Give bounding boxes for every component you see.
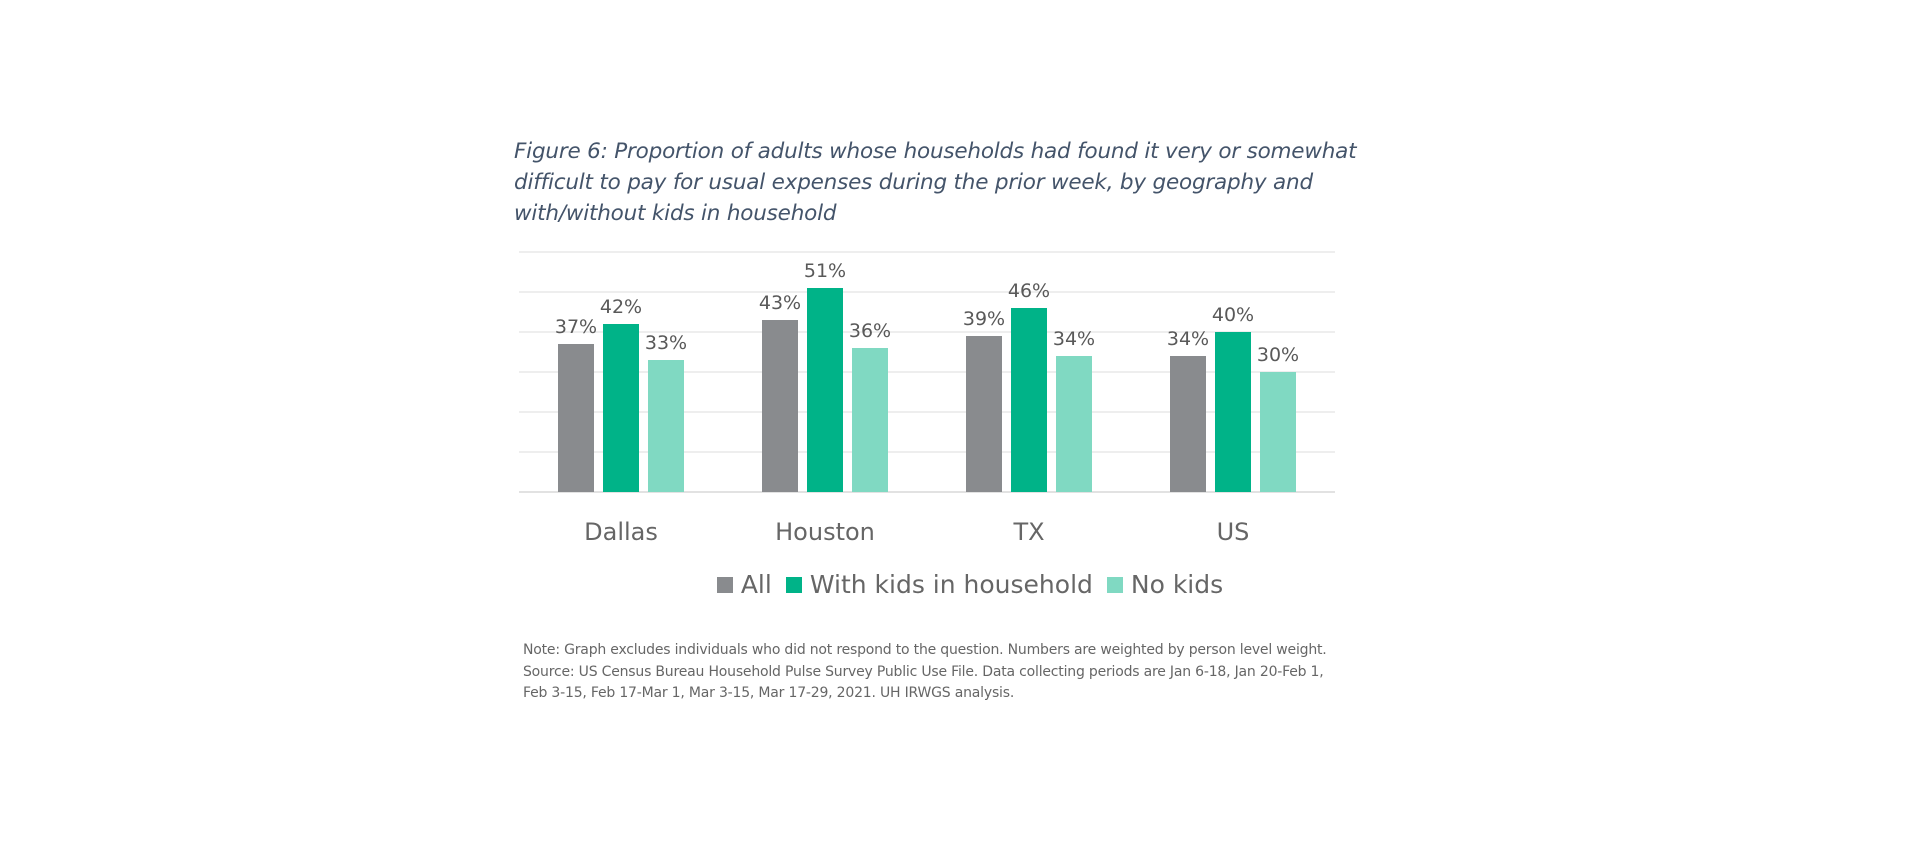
legend-item-no-kids: No kids <box>1106 567 1224 603</box>
data-label: 33% <box>645 332 687 354</box>
legend-label-with-kids: With kids in household <box>809 570 1093 599</box>
data-label: 37% <box>555 316 597 338</box>
legend-label-all: All <box>740 570 772 599</box>
bar-with-kids-houston <box>807 288 843 492</box>
bar-all-us <box>1170 356 1206 492</box>
category-label-dallas: Dallas <box>584 518 658 546</box>
data-label: 30% <box>1257 344 1299 366</box>
legend-swatch-with-kids <box>785 577 802 593</box>
bar-no-kids-us <box>1260 372 1296 492</box>
note-line: Note: Graph excludes individuals who did… <box>523 642 1327 658</box>
bar-all-tx <box>966 336 1002 492</box>
gridlines <box>519 251 1335 493</box>
bar-with-kids-dallas <box>603 324 639 492</box>
bar-with-kids-us <box>1215 332 1251 492</box>
bars <box>558 288 1296 492</box>
data-label: 39% <box>963 308 1005 330</box>
category-label-houston: Houston <box>775 518 875 546</box>
data-labels: 37%42%33%43%51%36%39%46%34% 34%40%30% <box>555 260 1299 366</box>
chart-legend: All With kids in household No kids <box>0 567 1920 603</box>
data-label: 51% <box>804 260 846 282</box>
bar-no-kids-tx <box>1056 356 1092 492</box>
data-label: 34% <box>1053 328 1095 350</box>
source-line: Feb 3-15, Feb 17-Mar 1, Mar 3-15, Mar 17… <box>523 685 1015 701</box>
data-label: 43% <box>759 292 801 314</box>
data-label: 40% <box>1212 304 1254 326</box>
legend-item-with-kids: With kids in household <box>785 567 1093 603</box>
legend-label-no-kids: No kids <box>1130 570 1224 599</box>
bar-all-dallas <box>558 344 594 492</box>
data-label: 34% <box>1167 328 1209 350</box>
category-label-us: US <box>1217 518 1250 546</box>
bar-all-houston <box>762 320 798 492</box>
bar-no-kids-houston <box>852 348 888 492</box>
data-label: 42% <box>600 296 642 318</box>
category-label-tx: TX <box>1012 518 1044 546</box>
data-label: 36% <box>849 320 891 342</box>
bar-with-kids-tx <box>1011 308 1047 492</box>
data-label: 46% <box>1008 280 1050 302</box>
legend-item-all: All <box>716 567 772 603</box>
legend-swatch-all <box>716 577 733 593</box>
source-line: Source: US Census Bureau Household Pulse… <box>523 663 1324 680</box>
chart-note: Note: Graph excludes individuals who did… <box>523 640 1353 705</box>
chart-title: Figure 6: Proportion of adults whose hou… <box>514 139 1357 226</box>
bar-no-kids-dallas <box>648 360 684 492</box>
category-labels: Dallas Houston TX US <box>584 518 1249 546</box>
legend-swatch-no-kids <box>1106 577 1123 593</box>
